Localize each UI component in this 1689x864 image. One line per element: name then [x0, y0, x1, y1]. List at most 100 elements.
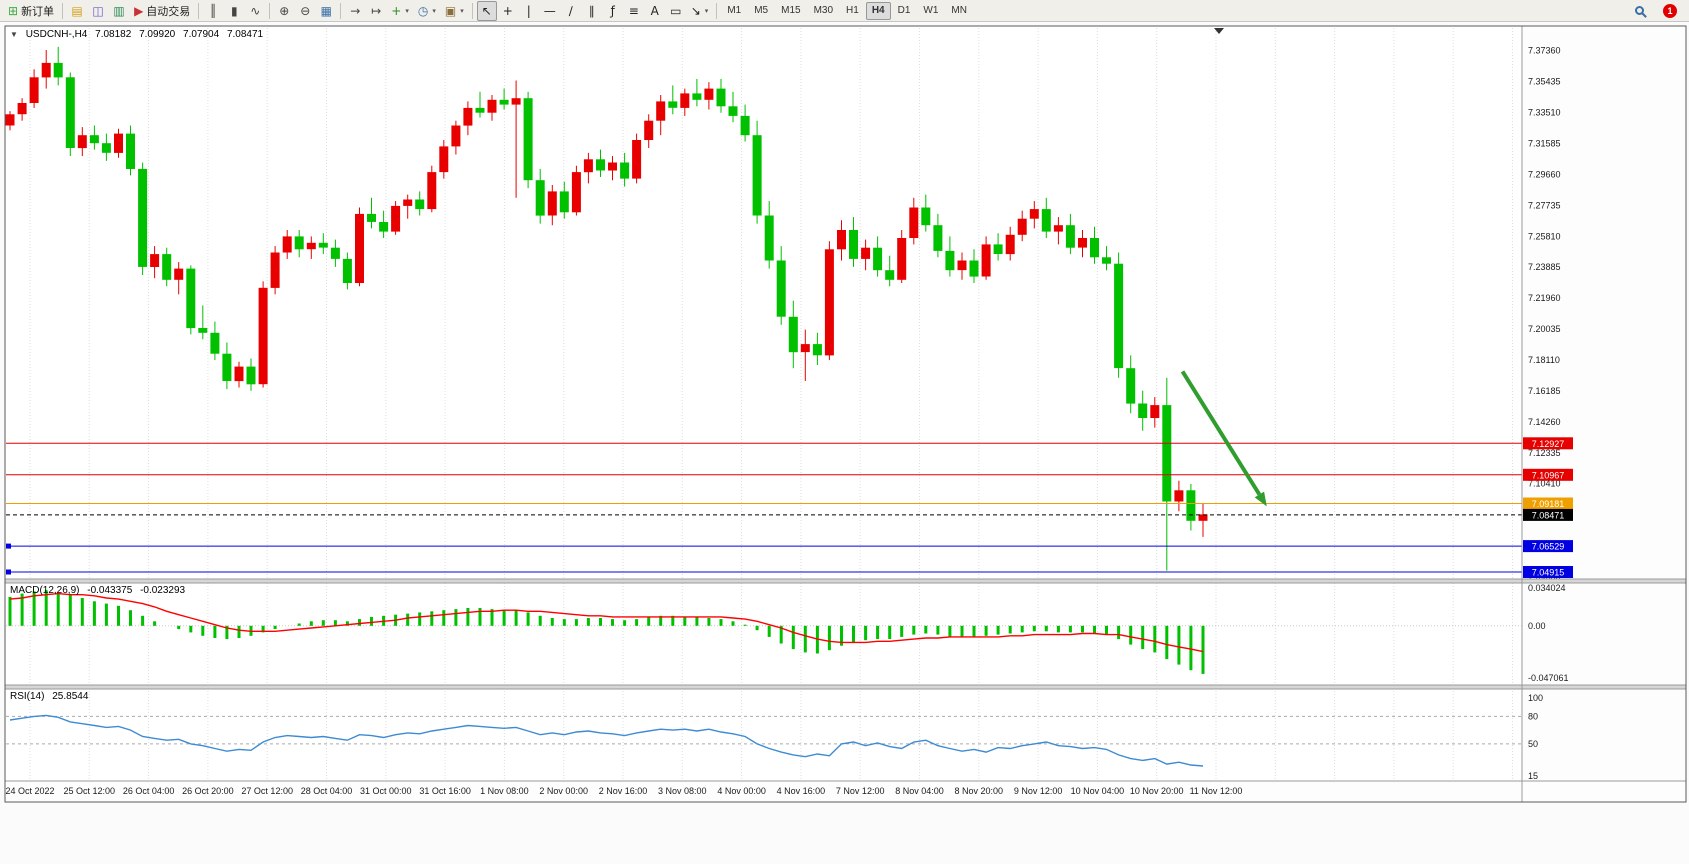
price-axis-label: 7.20035 [1528, 324, 1561, 334]
candle-body [499, 99, 509, 105]
candle-body [728, 106, 738, 116]
chart-background [5, 26, 1686, 802]
candle-body [788, 316, 798, 353]
timeframe-d1[interactable]: D1 [897, 5, 911, 16]
zoom-in-icon: ⊕ [279, 3, 290, 18]
macd-axis-label: 0.034024 [1528, 583, 1566, 593]
close-value: 7.08471 [226, 29, 264, 40]
candle-body [957, 260, 967, 271]
timeframe-w1[interactable]: W1 [923, 5, 939, 16]
price-badge-label: 7.12927 [1532, 439, 1565, 449]
candle-body [837, 230, 846, 250]
time-axis-label: 4 Nov 00:00 [717, 786, 766, 796]
timeframe-m15[interactable]: M15 [781, 5, 801, 16]
zoom-out-icon: ⊖ [300, 3, 311, 18]
candle-body [234, 366, 244, 382]
crosshair-button[interactable]: + [498, 1, 518, 21]
navigator-button[interactable]: ▥ [109, 1, 129, 21]
notification-badge[interactable]: 1 [1663, 3, 1677, 18]
auto-scroll-button[interactable]: → [345, 1, 365, 21]
auto-trading-button[interactable]: ▶ 自动交易 [130, 1, 194, 21]
timeframe-h4[interactable]: H4 [865, 1, 891, 20]
candle-body [270, 252, 280, 288]
horizontal-line-button[interactable]: — [540, 1, 560, 21]
chart-shift-button[interactable]: ↦ [366, 1, 386, 21]
templates-button[interactable]: ▣ ▾ [441, 1, 468, 21]
bar-chart-button[interactable]: ║ [203, 1, 223, 21]
trend-arrow[interactable] [1180, 370, 1262, 496]
timeframe-m5[interactable]: M5 [754, 5, 769, 16]
candle-body [644, 120, 654, 140]
search-button[interactable] [1631, 1, 1652, 21]
candle-body [800, 344, 810, 353]
rsi-axis-label: 80 [1528, 711, 1538, 721]
candle-body [1090, 238, 1099, 258]
indicators-button[interactable]: + ▾ [387, 1, 413, 21]
fibonacci-button[interactable]: ƒ [603, 1, 623, 21]
price-axis[interactable] [1522, 26, 1686, 802]
toolbar-button-label: 自动交易 [146, 5, 191, 18]
toolbar-button-label: 新订单 [21, 5, 55, 18]
channel-button[interactable]: ∥ [582, 1, 602, 21]
timeframe-mn[interactable]: MN [951, 5, 967, 16]
candle-body [776, 260, 786, 317]
candle-body [439, 146, 449, 173]
dropdown-arrow-icon: ▾ [432, 7, 436, 15]
candle-body [812, 344, 822, 356]
line-anchor-handle[interactable] [6, 543, 11, 549]
auto-trading-icon: ▶ [134, 3, 144, 18]
panel-separator[interactable] [5, 685, 1686, 689]
panel-separator[interactable] [5, 579, 1686, 583]
zoom-out-button[interactable]: ⊖ [295, 1, 315, 21]
market-watch-button[interactable]: ▤ [67, 1, 87, 21]
macd-axis-label: -0.047061 [1528, 673, 1569, 683]
candle-body [355, 213, 364, 283]
candle-body [547, 191, 557, 216]
candle-body [17, 103, 27, 115]
price-badge [1523, 497, 1573, 510]
zoom-in-button[interactable]: ⊕ [274, 1, 294, 21]
candle-body [138, 168, 148, 267]
cursor-button[interactable]: ↖ [476, 0, 497, 21]
chart-shift-marker[interactable] [1214, 28, 1224, 34]
new-order-button[interactable]: ⊞ 新订单 [4, 1, 58, 21]
toolbar-separator [340, 2, 342, 19]
toolbar-separator [716, 2, 718, 19]
periods-icon: ◷ [417, 3, 429, 18]
line-chart-button[interactable]: ∿ [245, 1, 265, 21]
text-button[interactable]: A [645, 1, 665, 21]
collapse-triangle-icon[interactable]: ▼ [10, 30, 18, 39]
timeframe-m30[interactable]: M30 [813, 5, 834, 16]
price-axis-label: 7.18110 [1528, 355, 1560, 365]
periods-button[interactable]: ◷ ▾ [414, 1, 440, 21]
line-anchor-handle[interactable] [6, 569, 11, 575]
candle-body [186, 268, 196, 329]
tile-windows-button[interactable]: ▦ [316, 1, 336, 21]
candle-body [150, 254, 160, 267]
time-axis-label: 2 Nov 16:00 [599, 786, 648, 796]
candle-body [897, 238, 907, 280]
price-axis-label: 7.21960 [1528, 293, 1561, 303]
candle-body [692, 93, 702, 100]
time-axis[interactable] [5, 781, 1522, 802]
candle-body [1017, 218, 1027, 235]
timeframe-h1[interactable]: H1 [846, 5, 859, 16]
candle-body [330, 247, 340, 259]
data-window-button[interactable]: ◫ [88, 1, 108, 21]
candle-body [306, 242, 316, 250]
candlestick-chart-button[interactable]: ▮ [224, 1, 244, 21]
candle-body [487, 99, 497, 113]
trendline-button[interactable]: ∕ [561, 1, 581, 21]
candle-body [41, 62, 51, 78]
candle-body [174, 268, 184, 280]
candle-body [981, 244, 991, 277]
vertical-line-button[interactable]: | [519, 1, 539, 21]
text-label-button[interactable]: ▭ [666, 1, 686, 21]
arrows-icon: ↘ [690, 3, 701, 18]
rsi-line [9, 714, 1204, 767]
arrows-button[interactable]: ↘ ▾ [687, 1, 713, 21]
candle-body [993, 244, 1003, 254]
timeframe-m1[interactable]: M1 [727, 5, 742, 16]
shapes-button[interactable]: ≡ [624, 1, 644, 21]
